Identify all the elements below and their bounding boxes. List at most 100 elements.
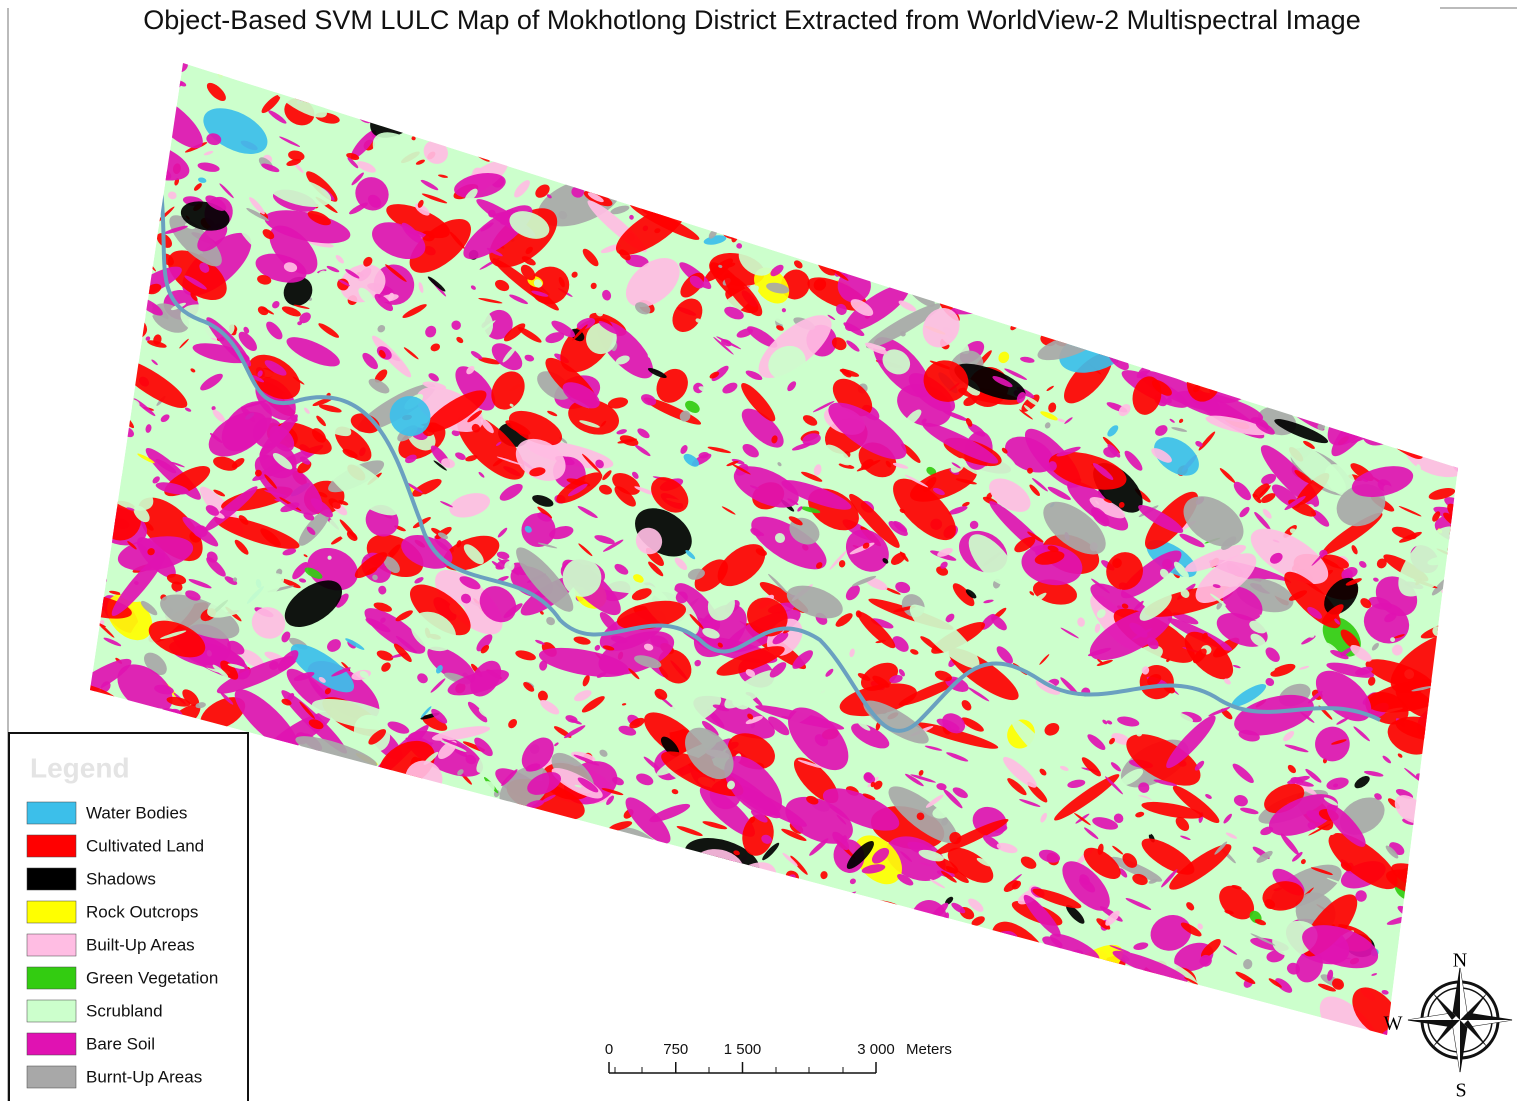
- map-patch: [703, 913, 731, 927]
- map-patch: [1241, 179, 1253, 189]
- map-patch: [937, 926, 952, 936]
- map-patch: [939, 152, 955, 167]
- map-patch: [913, 1012, 975, 1038]
- map-patch: [68, 227, 123, 283]
- map-patch: [927, 266, 977, 297]
- map-patch: [863, 140, 910, 184]
- map-patch: [323, 837, 395, 904]
- map-patch: [919, 96, 937, 108]
- scale-unit: Meters: [906, 1041, 952, 1058]
- map-patch: [728, 209, 748, 230]
- map-patch: [461, 80, 483, 103]
- map-patch: [558, 169, 574, 184]
- map-patch: [1441, 395, 1455, 405]
- map-patch: [1216, 324, 1229, 336]
- map-patch: [562, 829, 612, 869]
- map-patch: [1425, 894, 1483, 935]
- map-patch: [1063, 1021, 1074, 1031]
- map-patch: [585, 943, 672, 981]
- map-patch: [1266, 1022, 1289, 1045]
- map-patch: [1405, 384, 1448, 419]
- map-patch: [1348, 54, 1412, 109]
- map-patch: [1266, 355, 1295, 371]
- map-patch: [539, 1025, 552, 1033]
- map-patch: [1331, 310, 1408, 359]
- map-patch: [1039, 1026, 1064, 1040]
- map-patch: [1248, 84, 1317, 147]
- map-patch: [577, 979, 593, 993]
- map-patch: [974, 988, 996, 1004]
- map-patch: [1012, 1028, 1037, 1039]
- map-patch: [467, 80, 490, 94]
- map-patch: [99, 282, 114, 296]
- map-patch: [1431, 813, 1439, 824]
- map-patch: [498, 989, 517, 1004]
- map-patch: [992, 100, 1014, 117]
- map-patch: [1457, 456, 1466, 467]
- map-patch: [84, 445, 104, 452]
- map-patch: [312, 993, 330, 1008]
- map-patch: [1412, 427, 1426, 441]
- map-patch: [1061, 182, 1083, 199]
- map-patch: [643, 55, 701, 113]
- map-patch: [1457, 899, 1468, 910]
- map-patch: [889, 151, 897, 156]
- map-patch: [1273, 261, 1287, 275]
- map-patch: [1444, 374, 1453, 384]
- map-patch: [1276, 366, 1292, 381]
- map-patch: [581, 987, 593, 999]
- map-patch: [1416, 424, 1467, 448]
- map-patch: [620, 942, 633, 949]
- map-patch: [689, 976, 712, 990]
- map-patch: [97, 489, 117, 509]
- map-patch: [382, 799, 399, 815]
- map-patch: [1058, 320, 1086, 337]
- map-patch: [1003, 68, 1022, 79]
- map-patch: [1435, 675, 1459, 694]
- map-patch: [618, 923, 639, 944]
- map-patch: [463, 886, 486, 907]
- map-patch: [669, 87, 684, 101]
- map-patch: [823, 933, 901, 981]
- map-patch: [1455, 135, 1468, 147]
- map-patch: [1220, 306, 1239, 324]
- map-patch: [854, 61, 880, 74]
- map-patch: [726, 82, 749, 103]
- map-patch: [89, 192, 96, 203]
- map-patch: [825, 64, 839, 74]
- map-patch: [1048, 276, 1119, 328]
- map-patch: [1018, 263, 1031, 277]
- map-patch: [1175, 1004, 1195, 1018]
- map-patch: [117, 710, 131, 724]
- map-patch: [472, 885, 511, 917]
- map-page: Object-Based SVM LULC Map of Mokhotlong …: [0, 0, 1517, 1101]
- map-patch: [672, 922, 694, 938]
- map-patch: [1122, 1033, 1133, 1044]
- map-patch: [366, 791, 435, 840]
- map-patch: [841, 70, 855, 85]
- map-patch: [924, 126, 947, 137]
- map-patch: [618, 987, 647, 1013]
- map-patch: [499, 124, 513, 129]
- map-patch: [645, 150, 663, 159]
- map-patch: [1273, 222, 1287, 237]
- map-patch: [1041, 98, 1068, 119]
- map-patch: [686, 906, 710, 924]
- map-patch: [324, 96, 344, 107]
- map-patch: [1462, 160, 1468, 166]
- map-patch: [926, 164, 941, 175]
- map-patch: [1022, 206, 1041, 224]
- map-patch: [1197, 108, 1251, 158]
- map-patch: [537, 850, 603, 919]
- map-patch: [927, 237, 987, 288]
- map-patch: [1060, 114, 1141, 188]
- map-patch: [256, 909, 316, 947]
- map-patch: [87, 698, 98, 708]
- map-patch: [1443, 318, 1456, 332]
- map-patch: [287, 770, 310, 790]
- map-patch: [1360, 102, 1373, 115]
- map-patch: [629, 884, 653, 891]
- map-patch: [359, 790, 407, 841]
- map-patch: [1452, 285, 1471, 306]
- map-patch: [1023, 92, 1083, 138]
